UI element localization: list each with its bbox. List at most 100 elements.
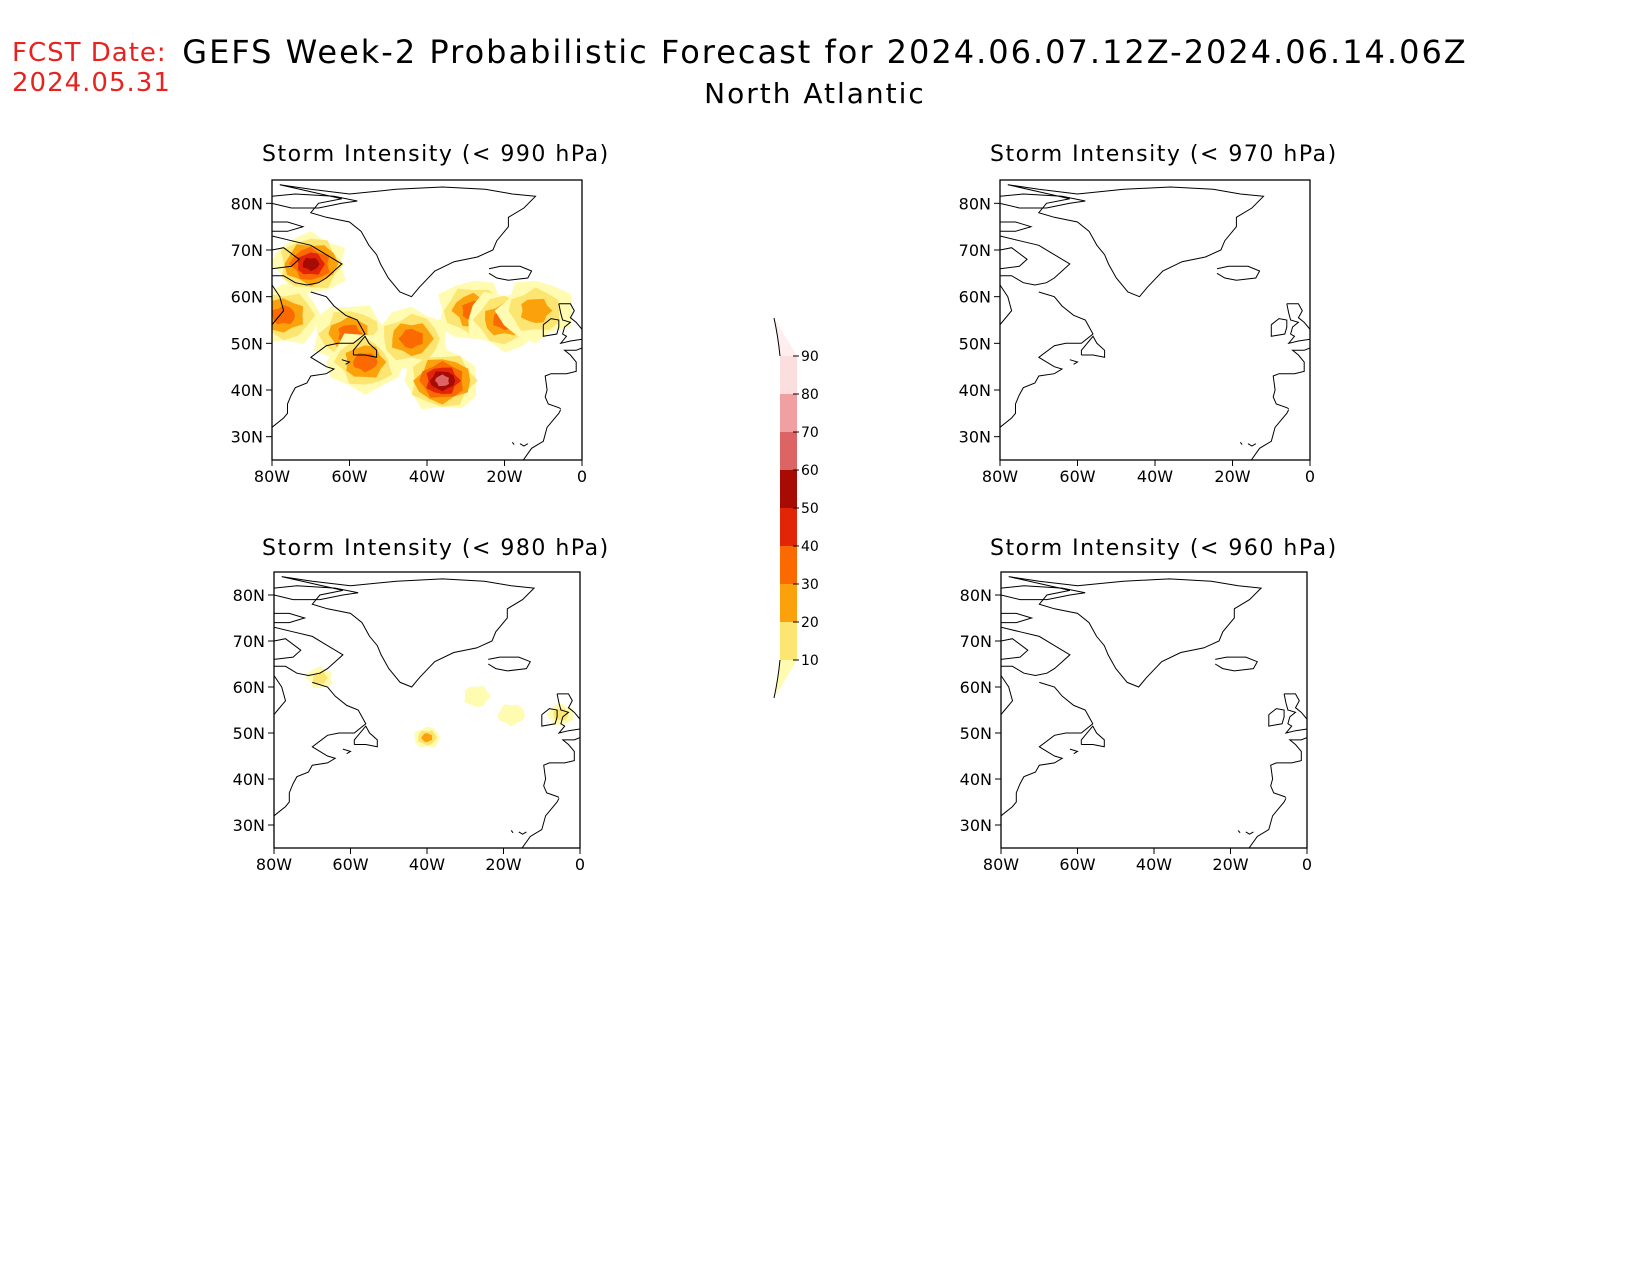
colorbar-segment bbox=[780, 622, 797, 660]
colorbar-label: 90 bbox=[801, 349, 819, 365]
panel-title-970: Storm Intensity (< 970 hPa) bbox=[990, 142, 1338, 167]
coastline bbox=[541, 708, 558, 727]
y-tick-label: 80N bbox=[959, 194, 991, 213]
coastline bbox=[272, 221, 305, 232]
x-tick-label: 80W bbox=[256, 855, 292, 874]
y-tick-label: 70N bbox=[959, 241, 991, 260]
colorbar-label: 80 bbox=[801, 387, 819, 403]
y-tick-label: 30N bbox=[960, 816, 992, 835]
coastline bbox=[556, 693, 580, 734]
coastline bbox=[274, 612, 307, 624]
probability-contour bbox=[272, 305, 295, 325]
x-tick-label: 40W bbox=[1137, 467, 1173, 486]
y-tick-label: 60N bbox=[233, 678, 265, 697]
y-tick-label: 40N bbox=[960, 770, 992, 789]
coastline bbox=[1245, 831, 1254, 835]
x-tick-label: 20W bbox=[1214, 467, 1250, 486]
probability-contour bbox=[398, 328, 423, 349]
y-tick-label: 50N bbox=[959, 334, 991, 353]
coastline bbox=[543, 737, 580, 798]
coastline bbox=[1237, 830, 1241, 834]
x-tick-label: 0 bbox=[1302, 855, 1312, 874]
y-tick-label: 80N bbox=[231, 194, 263, 213]
coastline bbox=[1000, 235, 1071, 286]
colorbar-label: 10 bbox=[801, 653, 819, 669]
y-tick-label: 50N bbox=[233, 724, 265, 743]
y-tick-label: 50N bbox=[231, 334, 263, 353]
coastline bbox=[1001, 681, 1094, 818]
x-tick-label: 60W bbox=[331, 467, 367, 486]
panel-title-990: Storm Intensity (< 990 hPa) bbox=[262, 142, 610, 167]
coastline bbox=[279, 184, 537, 298]
coastline bbox=[1069, 748, 1079, 755]
coastline bbox=[1001, 626, 1071, 677]
coastline bbox=[1216, 265, 1261, 281]
coastline bbox=[281, 576, 536, 688]
colorbar-low-extension bbox=[774, 660, 797, 698]
map-panel-970: 80N 70N 60N 50N 40N 30N 80W 60W 40W 20W 0 bbox=[959, 179, 1315, 486]
probability-field bbox=[305, 666, 574, 748]
coastline bbox=[274, 675, 287, 715]
probability-contour bbox=[353, 352, 378, 373]
y-tick-label: 30N bbox=[231, 428, 263, 447]
coastline bbox=[274, 626, 344, 677]
forecast-date-value: 2024.05.31 bbox=[12, 68, 171, 98]
forecast-date: FCST Date: 2024.05.31 bbox=[12, 38, 171, 98]
x-tick-label: 60W bbox=[332, 855, 368, 874]
x-tick-label: 20W bbox=[485, 855, 521, 874]
colorbar-label: 20 bbox=[801, 615, 819, 631]
coastline bbox=[1214, 656, 1259, 672]
y-tick-label: 70N bbox=[233, 632, 265, 651]
coastline bbox=[274, 638, 302, 660]
coastline bbox=[544, 347, 582, 410]
x-tick-label: 40W bbox=[409, 467, 445, 486]
x-tick-label: 20W bbox=[1212, 855, 1248, 874]
coastline bbox=[1270, 737, 1307, 798]
coastline bbox=[1283, 693, 1307, 734]
x-tick-label: 60W bbox=[1059, 855, 1095, 874]
map-panel-960: 80N 70N 60N 50N 40N 30N 80W 60W 40W 20W 0 bbox=[960, 571, 1312, 874]
y-tick-label: 50N bbox=[960, 724, 992, 743]
x-tick-label: 80W bbox=[983, 855, 1019, 874]
coastline bbox=[352, 335, 378, 358]
coastline bbox=[1250, 409, 1290, 460]
coastline bbox=[274, 585, 359, 601]
y-tick-label: 60N bbox=[959, 288, 991, 307]
coastline bbox=[1001, 612, 1034, 624]
coastline bbox=[1069, 359, 1079, 365]
colorbar-label: 40 bbox=[801, 539, 819, 555]
coastline bbox=[1286, 303, 1310, 345]
coastline bbox=[1001, 638, 1029, 660]
probability-contour bbox=[435, 374, 450, 387]
colorbar-segment bbox=[780, 356, 797, 394]
y-tick-label: 30N bbox=[233, 816, 265, 835]
x-tick-label: 20W bbox=[486, 467, 522, 486]
coastline bbox=[1000, 291, 1094, 429]
colorbar-high-extension bbox=[774, 318, 797, 356]
coastlines bbox=[1001, 576, 1307, 848]
x-tick-label: 40W bbox=[409, 855, 445, 874]
coastline bbox=[1000, 247, 1028, 270]
map-frame bbox=[273, 571, 581, 849]
colorbar-label: 60 bbox=[801, 463, 819, 479]
coastline bbox=[1272, 347, 1310, 410]
colorbar-label: 50 bbox=[801, 501, 819, 517]
coastline bbox=[1239, 441, 1243, 445]
coastline bbox=[353, 725, 378, 748]
coastline bbox=[272, 291, 366, 429]
coastline bbox=[1001, 585, 1086, 601]
x-tick-label: 0 bbox=[1305, 467, 1315, 486]
coastline bbox=[1080, 725, 1105, 748]
panel-title-960: Storm Intensity (< 960 hPa) bbox=[990, 536, 1338, 561]
x-tick-label: 80W bbox=[254, 467, 290, 486]
coastlines bbox=[1000, 184, 1310, 460]
coastlines bbox=[272, 184, 582, 460]
colorbar-label: 30 bbox=[801, 577, 819, 593]
probability-contour bbox=[497, 704, 526, 727]
probability-contour bbox=[302, 257, 320, 272]
coastline bbox=[1000, 284, 1013, 326]
y-tick-label: 40N bbox=[233, 770, 265, 789]
map-panel-980: 80N 70N 60N 50N 40N 30N 80W 60W 40W 20W 0 bbox=[233, 571, 585, 874]
x-tick-label: 0 bbox=[577, 467, 587, 486]
page-subtitle: North Atlantic bbox=[704, 77, 926, 110]
